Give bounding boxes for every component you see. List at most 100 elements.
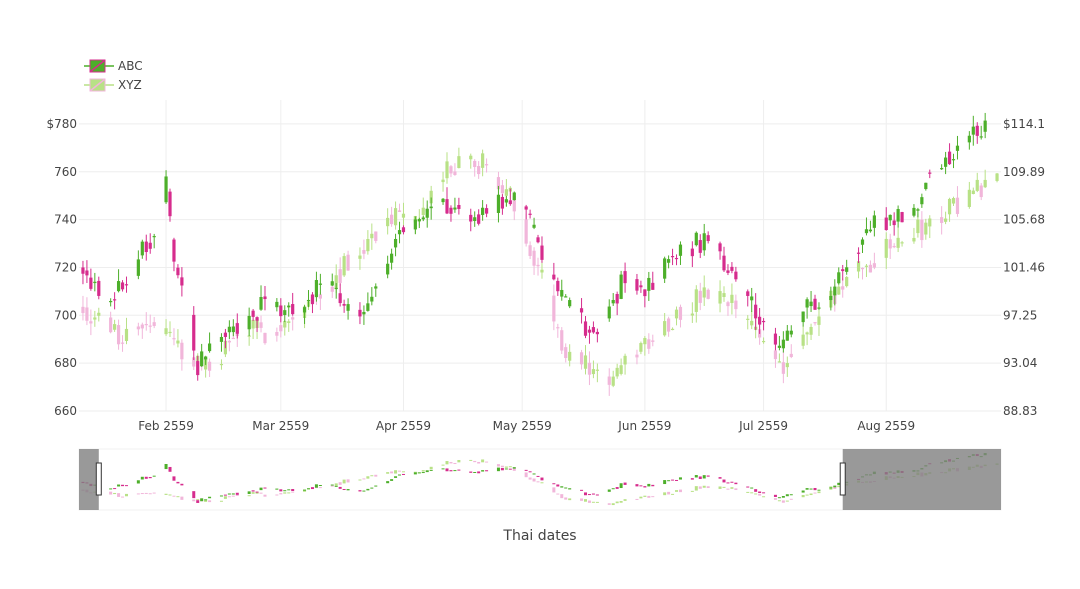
mini-candle xyxy=(698,476,702,479)
mini-candle xyxy=(615,501,619,504)
candle xyxy=(900,211,904,223)
candle xyxy=(706,231,710,244)
mini-candle xyxy=(148,493,152,495)
mini-candle xyxy=(678,489,682,493)
candle-body xyxy=(164,176,168,203)
mini-candle xyxy=(346,489,350,491)
candle xyxy=(560,279,564,301)
candle xyxy=(896,205,900,228)
mini-candle xyxy=(777,500,781,502)
candle xyxy=(417,217,421,229)
candle-body xyxy=(445,199,449,214)
mini-candle xyxy=(690,478,694,480)
mini-candle xyxy=(164,493,168,495)
candle xyxy=(856,247,861,264)
candle-body xyxy=(417,219,421,222)
mini-candle xyxy=(584,492,588,496)
candle-body xyxy=(109,317,113,333)
candle-body xyxy=(615,367,619,377)
mini-candle xyxy=(809,488,813,490)
candle xyxy=(259,285,263,311)
candle xyxy=(136,322,140,336)
candle xyxy=(477,161,481,179)
candle xyxy=(694,231,698,247)
candle-body xyxy=(152,322,156,326)
mini-candle xyxy=(144,476,148,479)
series-abc xyxy=(81,112,987,381)
candle-body xyxy=(667,259,671,263)
range-slider-handle-left[interactable] xyxy=(95,462,102,496)
mini-candle xyxy=(805,488,809,490)
candle-body xyxy=(449,166,453,174)
candle-body xyxy=(227,340,231,343)
mini-candle xyxy=(556,484,560,487)
mini-candle xyxy=(386,481,390,484)
candle-body xyxy=(528,213,532,215)
candle xyxy=(477,209,481,226)
mini-candle xyxy=(671,493,675,495)
candle-body xyxy=(667,318,671,332)
candle-body xyxy=(916,219,920,234)
candle xyxy=(884,207,888,231)
legend-item[interactable]: XYZ xyxy=(84,78,142,92)
mini-candle xyxy=(813,492,817,494)
candle xyxy=(884,232,888,269)
candle xyxy=(124,317,129,345)
mini-candle xyxy=(734,482,738,485)
mini-candle xyxy=(722,486,726,488)
candle xyxy=(144,234,148,261)
range-slider[interactable] xyxy=(78,448,1002,511)
candle xyxy=(801,325,805,350)
mini-candle xyxy=(817,489,821,491)
candle xyxy=(619,270,623,300)
mini-candle xyxy=(441,468,445,470)
candle-body xyxy=(116,325,121,345)
candle xyxy=(97,276,101,300)
candle xyxy=(152,233,156,249)
mini-candle xyxy=(635,484,639,487)
candle-body xyxy=(896,237,900,248)
candle-body xyxy=(81,306,85,314)
mini-candle xyxy=(833,486,837,489)
candle xyxy=(718,280,722,313)
candle xyxy=(983,112,987,139)
candle xyxy=(754,293,758,331)
mini-candle xyxy=(651,496,655,498)
candle xyxy=(635,349,639,365)
range-slider-handle-right[interactable] xyxy=(839,462,846,496)
mini-candle xyxy=(671,479,675,481)
candle xyxy=(789,325,793,338)
candle-body xyxy=(813,298,817,310)
candle-body xyxy=(813,322,817,324)
candle xyxy=(595,363,599,383)
candle-body xyxy=(192,314,196,351)
y-right-tick-label: 97.25 xyxy=(1003,308,1037,322)
candle-body xyxy=(734,271,738,280)
candle xyxy=(89,309,93,336)
candle-body xyxy=(587,329,592,333)
candle xyxy=(93,272,97,292)
candle-body xyxy=(734,300,738,310)
candle-body xyxy=(330,281,334,286)
mini-candle xyxy=(346,479,350,483)
candle-body xyxy=(429,190,433,204)
mini-candle xyxy=(829,487,833,489)
candle xyxy=(805,331,809,346)
candle-body xyxy=(591,369,596,375)
legend-item[interactable]: ABC xyxy=(84,59,143,73)
x-tick-label: May 2559 xyxy=(493,419,552,433)
candle-body xyxy=(694,289,698,312)
candle-body xyxy=(374,286,378,289)
candle-body xyxy=(457,204,461,209)
candle xyxy=(259,315,263,333)
mini-candle xyxy=(140,476,144,480)
candle-body xyxy=(944,157,948,167)
candle xyxy=(223,328,228,349)
candle-body xyxy=(750,296,754,301)
candle-body xyxy=(761,340,766,343)
candle-body xyxy=(888,214,892,221)
mini-candle xyxy=(303,489,307,491)
candle xyxy=(896,227,900,253)
mini-candle xyxy=(580,498,584,501)
candle-body xyxy=(247,335,251,337)
